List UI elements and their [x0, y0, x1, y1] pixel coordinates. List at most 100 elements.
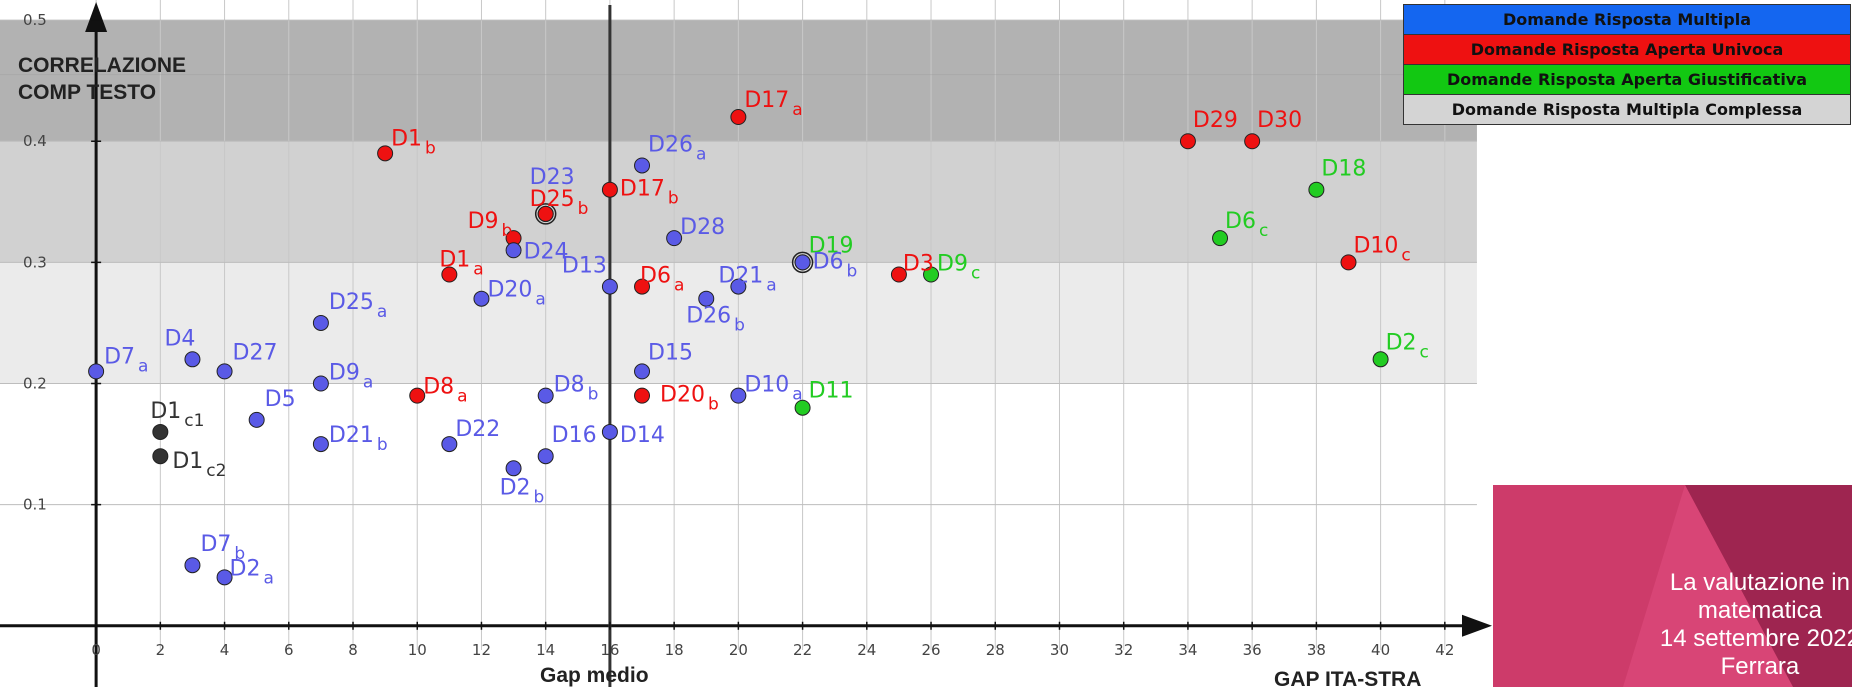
label-D23-19: D23 — [530, 165, 575, 190]
footer-decoration — [1623, 485, 1852, 687]
point-D16-22 — [537, 448, 554, 465]
point-D25b-20 — [537, 205, 554, 222]
data-labels: D7 a D4 D27 D1 c1 D1 c2 D5 D7 bD2 a D25 a D9 a D21 b D1 b D8… — [104, 88, 1429, 588]
legend-item-0: Domande Risposta Multipla — [1404, 5, 1850, 35]
legend-item-3: Domande Risposta Multipla Complessa — [1404, 95, 1850, 124]
label-D14-25: D14 — [620, 423, 665, 448]
x-axis-label: Gap medio — [540, 664, 649, 687]
point-D3-38 — [890, 266, 907, 283]
point-D24-17 — [505, 242, 522, 259]
label-D27-2: D27 — [233, 340, 278, 365]
point-D8a-12 — [409, 387, 426, 404]
x-tick-36: 36 — [1243, 641, 1262, 659]
x-tick-16: 16 — [600, 641, 619, 659]
label-D26b-31: D26 b — [686, 304, 745, 336]
label-D25b-20: D25 b — [530, 187, 589, 219]
label-D4-1: D4 — [164, 326, 195, 351]
point-D11-37 — [794, 399, 811, 416]
label-D17b-23: D17 b — [620, 177, 679, 209]
point-D7a-0 — [88, 363, 105, 380]
footer-line-1: La valutazione in — [1669, 569, 1850, 596]
label-D6b-36: D6 b — [813, 249, 858, 281]
x-tick-32: 32 — [1114, 641, 1133, 659]
scatter-chart: 0 2 4 6 8 10 12 14 16 18 20 22 24 26 28 30 32 34 36 38 40 42 … — [0, 0, 1492, 687]
label-D20b-29: D20 b — [660, 383, 719, 415]
point-D26b-31 — [698, 290, 715, 307]
y-tick-0.5: 0.5 — [23, 11, 47, 29]
x-axis-arrow — [1462, 614, 1492, 637]
point-D7b-6 — [184, 557, 201, 574]
label-D2b-18: D2 b — [500, 475, 545, 507]
x-tick-6: 6 — [284, 641, 294, 659]
label-D1b-11: D1 b — [391, 126, 436, 158]
x-tick-labels: 0 2 4 6 8 10 12 14 16 18 20 22 24 26 28 30 32 34 36 38 40 42 — [91, 621, 1454, 659]
label-D6c-42: D6 c — [1225, 209, 1268, 241]
label-D10c-44: D10 c — [1353, 233, 1410, 265]
label-D26a-26: D26 a — [648, 132, 706, 164]
point-D8b-21 — [537, 387, 554, 404]
label-D13-24: D13 — [562, 254, 607, 279]
legend: Domande Risposta Multipla Domande Rispost… — [1403, 4, 1851, 125]
label-D9b-16: D9 b — [468, 209, 513, 241]
label-D24-17: D24 — [524, 239, 569, 264]
x-tick-12: 12 — [472, 641, 491, 659]
point-D2a-7 — [216, 569, 233, 586]
label-D9c-39: D9 c — [937, 251, 980, 283]
x-tick-42: 42 — [1435, 641, 1454, 659]
label-D3-38: D3 — [903, 251, 934, 276]
axes — [0, 2, 1492, 687]
point-D15-28 — [634, 363, 651, 380]
label-D18-43: D18 — [1321, 157, 1366, 182]
x-tick-30: 30 — [1050, 641, 1069, 659]
label-D9a-9: D9 a — [329, 361, 373, 393]
point-D30-41 — [1244, 133, 1261, 150]
label-D6a-27: D6 a — [640, 264, 684, 296]
x-tick-24: 24 — [857, 641, 876, 659]
point-D5-5 — [248, 411, 265, 428]
x-tick-10: 10 — [408, 641, 427, 659]
y-tick-labels: 0.1 0.2 0.3 0.4 0.5 — [23, 11, 102, 514]
y-tick-0.3: 0.3 — [23, 253, 47, 271]
point-D2b-18 — [505, 460, 522, 477]
label-D22-14: D22 — [455, 417, 500, 442]
label-D2c-45: D2 c — [1386, 330, 1429, 362]
x-tick-0: 0 — [91, 641, 101, 659]
label-D1a-13: D1 a — [439, 247, 483, 279]
x-tick-34: 34 — [1178, 641, 1197, 659]
point-D1c1-3 — [152, 423, 169, 440]
point-D1a-13 — [441, 266, 458, 283]
x-tick-18: 18 — [665, 641, 684, 659]
overlap-ring-1 — [791, 251, 814, 274]
chart-title-line-1: CORRELAZIONE — [18, 54, 186, 77]
data-points — [88, 109, 1389, 586]
label-D30-41: D30 — [1257, 108, 1302, 133]
point-D29-40 — [1179, 133, 1196, 150]
x-tick-28: 28 — [986, 641, 1005, 659]
label-D10a-34: D10 a — [744, 373, 802, 405]
label-D17a-32: D17 a — [744, 88, 802, 120]
label-D1c1-3: D1 c1 — [150, 399, 204, 431]
point-D27-2 — [216, 363, 233, 380]
label-D25a-8: D25 a — [329, 290, 387, 322]
point-D1c2-4 — [152, 448, 169, 465]
label-D5-5: D5 — [265, 387, 296, 412]
x-tick-8: 8 — [348, 641, 358, 659]
label-D8b-21: D8 b — [554, 373, 599, 405]
x-tick-22: 22 — [793, 641, 812, 659]
point-D17a-32 — [730, 109, 747, 126]
point-D6a-27 — [634, 278, 651, 295]
point-D18-43 — [1308, 181, 1325, 198]
point-D4-1 — [184, 351, 201, 368]
label-D19-35: D19 — [809, 233, 854, 258]
point-D28-30 — [666, 230, 683, 247]
y-axis-arrow — [85, 2, 108, 32]
x-axis-label-secondary: GAP ITA-STRA — [1274, 668, 1421, 687]
point-D10a-34 — [730, 387, 747, 404]
label-D2a-7: D2 a — [230, 556, 274, 588]
point-D1b-11 — [377, 145, 394, 162]
point-D13-24 — [601, 278, 618, 295]
y-tick-0.1: 0.1 — [23, 496, 47, 514]
x-tick-2: 2 — [156, 641, 166, 659]
footer-line-4: Ferrara — [1720, 653, 1800, 680]
point-D9a-9 — [312, 375, 329, 392]
